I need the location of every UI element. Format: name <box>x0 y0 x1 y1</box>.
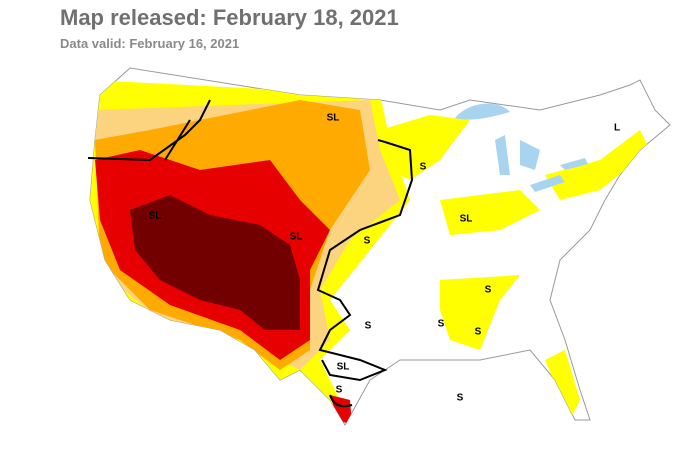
impact-label: SL <box>337 362 350 373</box>
impact-label: S <box>475 327 482 338</box>
lakes <box>495 135 588 192</box>
impact-labels: SL S SL SL S SL S S S S SL S S L <box>149 113 620 404</box>
map <box>87 67 671 426</box>
drought-areas <box>90 80 650 425</box>
impact-label: S <box>485 285 492 296</box>
impact-label: S <box>365 321 372 332</box>
impact-label: L <box>614 123 620 134</box>
impact-label: S <box>420 162 427 173</box>
impact-label: SL <box>290 232 303 243</box>
impact-label: SL <box>460 214 473 225</box>
boundary-line <box>329 139 386 408</box>
impact-label: S <box>457 393 464 404</box>
impact-label: S <box>364 236 371 247</box>
impact-label: SL <box>327 113 340 124</box>
impact-label: SL <box>149 211 162 222</box>
boundary-line <box>316 141 414 382</box>
boundary-line <box>87 99 211 162</box>
subtitle: Data valid: February 16, 2021 <box>60 36 239 51</box>
impact-label: S <box>336 385 343 396</box>
title: Map released: February 18, 2021 <box>60 5 399 30</box>
lake <box>455 103 510 120</box>
impact-label: S <box>438 319 445 330</box>
